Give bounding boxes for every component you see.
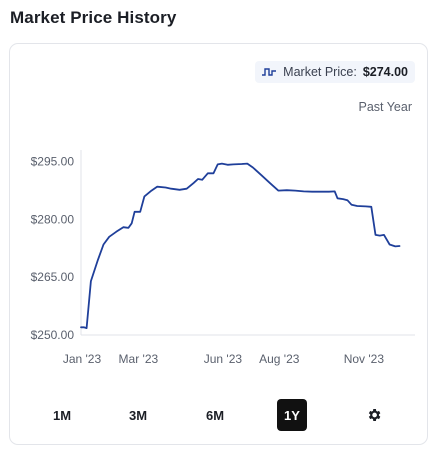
y-tick-label: $250.00 — [31, 328, 75, 342]
y-tick-label: $265.00 — [31, 270, 75, 284]
settings-button[interactable] — [359, 399, 389, 431]
range-button-6m[interactable]: 6M — [205, 407, 225, 423]
x-tick-label: Jun '23 — [204, 352, 243, 366]
step-line-icon — [262, 68, 277, 76]
page-title: Market Price History — [10, 8, 177, 27]
price-series-line — [80, 162, 401, 329]
x-tick-label: Mar '23 — [119, 352, 159, 366]
market-price-label: Market Price: — [283, 65, 357, 79]
y-tick-label: $280.00 — [31, 212, 75, 226]
range-button-3m[interactable]: 3M — [128, 407, 148, 423]
market-price-badge: Market Price: $274.00 — [255, 61, 415, 83]
x-tick-label: Jan '23 — [63, 352, 102, 366]
period-label: Past Year — [358, 100, 412, 114]
range-button-1y[interactable]: 1Y — [277, 399, 307, 431]
price-line-chart: $295.00 $280.00 $265.00 $250.00 Jan '23 Mar '… — [31, 150, 415, 366]
gear-icon — [368, 409, 381, 421]
y-tick-label: $295.00 — [31, 155, 75, 169]
price-history-card: Market Price: $274.00 Past Year $295.00 $… — [9, 43, 428, 445]
x-tick-label: Aug '23 — [259, 352, 300, 366]
range-selector: 1M 3M 6M 1Y — [10, 399, 427, 431]
range-button-1m[interactable]: 1M — [52, 407, 72, 423]
x-tick-label: Nov '23 — [344, 352, 385, 366]
market-price-value: $274.00 — [362, 65, 408, 79]
